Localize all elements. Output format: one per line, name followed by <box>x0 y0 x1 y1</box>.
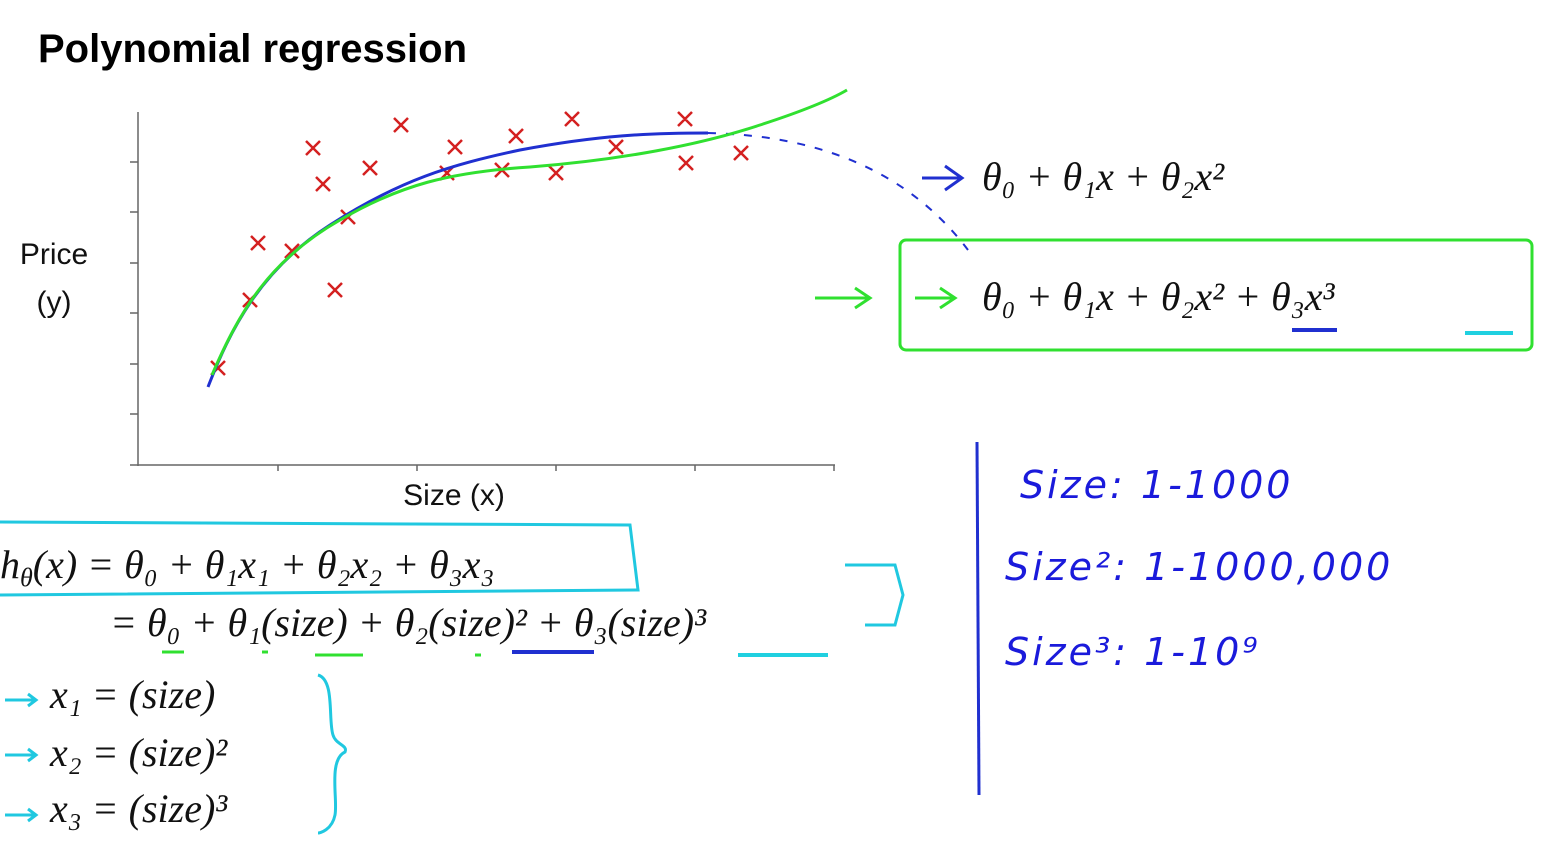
brace <box>317 673 347 835</box>
arrow <box>845 563 905 627</box>
cubic-fit <box>210 88 848 376</box>
title: Polynomial regression <box>38 27 467 71</box>
highlight-box <box>898 238 1534 352</box>
feature: x₂ = (size)² <box>49 730 228 775</box>
data-points <box>210 111 749 376</box>
note: Size³: 1-10⁹ <box>1005 630 1261 674</box>
x-label: Size (x) <box>403 479 505 512</box>
quadratic-model: θ₀ + θ₁x + θ₂x² <box>982 154 1225 199</box>
note: Size: 1-1000 <box>1020 463 1293 507</box>
note: Size²: 1-1000,000 <box>1005 545 1393 589</box>
hypothesis: hθ(x) = θ₀ + θ₁x₁ + θ₂x₂ + θ₃x₃ <box>0 542 494 592</box>
arrow <box>815 286 958 310</box>
plot <box>130 112 835 471</box>
divider <box>975 441 981 796</box>
arrow <box>922 164 965 192</box>
pointer <box>707 132 969 251</box>
highlight-box <box>0 520 640 597</box>
h: h <box>0 542 20 587</box>
hypothesis-line: = θ₀ + θ₁(size) + θ₂(size)² + θ₃(size)³ <box>110 600 707 645</box>
y-label: (y) <box>37 286 72 319</box>
feature: x₃ = (size)³ <box>49 786 228 831</box>
arrow <box>5 692 39 823</box>
h-sub: θ <box>20 563 33 592</box>
y-label: Price <box>20 238 88 271</box>
hypothesis-line: (x) = θ₀ + θ₁x₁ + θ₂x₂ + θ₃x₃ <box>33 542 495 587</box>
underline <box>162 650 481 657</box>
feature: x₁ = (size) <box>49 672 215 717</box>
cubic-model: θ₀ + θ₁x + θ₂x² + θ₃x³ <box>982 274 1335 319</box>
axis-ticks <box>130 161 835 471</box>
